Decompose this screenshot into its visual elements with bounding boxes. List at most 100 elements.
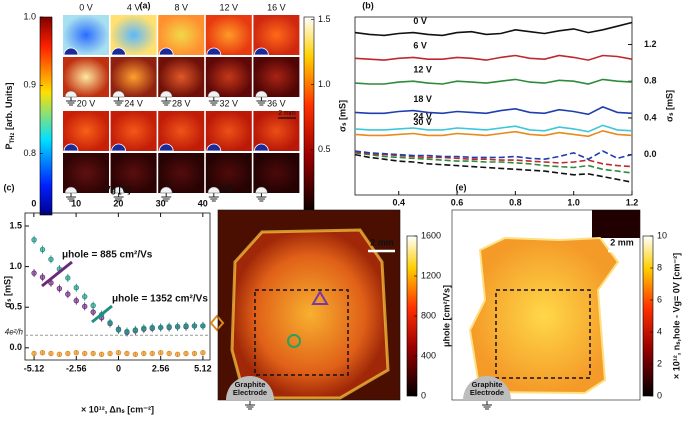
colorbar-tick-label: 0.9 [23, 80, 36, 90]
line [354, 124, 633, 133]
map-region [230, 228, 390, 400]
plot-frame [24, 212, 211, 361]
x-tick-label: 0.8 [509, 197, 522, 207]
electrode [253, 143, 269, 152]
panel-label: (b) [362, 0, 374, 10]
data-point [149, 324, 155, 331]
colorbar-label: PTHz [arb. Units] [4, 82, 15, 149]
data-point [31, 270, 37, 276]
electrode-label: Electrode [470, 388, 504, 397]
x2-tick-label: 20 [113, 198, 123, 208]
data-point [90, 309, 96, 315]
colorbar-label: μhole [cm²/Vs] [441, 285, 451, 347]
x-tick-label: 0.6 [451, 197, 464, 207]
data-point [107, 350, 113, 357]
plot-frame [451, 209, 641, 401]
colorbar-tick-label: 2 [657, 358, 662, 368]
panel-label: (e) [456, 182, 467, 192]
data-point [115, 327, 122, 333]
data-point [48, 350, 54, 357]
series-label: 30 V [413, 117, 432, 127]
electrode [206, 47, 222, 56]
data-point [157, 324, 164, 331]
x2-tick-label: 0 [31, 198, 36, 208]
y-tick-label: 0.5 [9, 302, 22, 312]
colorbar-tick-label: 1.0 [318, 79, 331, 89]
data-point [141, 325, 147, 332]
electrode [63, 143, 79, 152]
data-point [48, 256, 54, 262]
data-point [39, 349, 46, 356]
dashed-line [354, 150, 633, 161]
frame-label: 36 V [267, 98, 286, 108]
y-tick-label: 1.0 [9, 261, 22, 271]
y-tick-label: 0.4 [644, 112, 657, 122]
y-axis-label: σₛ [mS] [2, 276, 12, 308]
data-point [174, 351, 181, 358]
conductance-map-tile [63, 153, 109, 193]
colorbar-tick-label: 0.5 [318, 144, 331, 154]
dashed-line [354, 153, 633, 183]
scale-bar-label: 2 mm [370, 237, 394, 247]
panel-label: (c) [4, 182, 15, 192]
colorbar-label-sub: THz [10, 133, 16, 144]
electrode-label: Graphite [235, 380, 266, 389]
y-tick-label: 0.0 [9, 342, 22, 352]
annotation-arrow [91, 304, 113, 324]
colorbar-tick-label: 8 [657, 262, 662, 272]
data-point [73, 285, 79, 291]
map-corner [592, 210, 640, 238]
frame-label: 8 V [174, 2, 188, 12]
electrode [64, 90, 78, 98]
electrode [158, 47, 174, 56]
data-point [31, 237, 37, 243]
colorbar-label-part: P [4, 144, 14, 150]
scale-bar-label: 2 mm [610, 237, 634, 247]
y-axis-label: σₛ [mS] [664, 90, 674, 122]
electrode [111, 47, 127, 56]
data-point [174, 324, 181, 330]
dashed-line [354, 152, 633, 174]
data-point [132, 351, 139, 358]
electrode [255, 90, 268, 98]
frame-label: 0 V [79, 2, 93, 12]
conductance-map-tile [110, 57, 157, 97]
electrode [255, 186, 268, 194]
data-point [132, 327, 139, 333]
data-point [124, 328, 130, 335]
y-tick-label: 1.5 [9, 220, 22, 230]
scale-bar-label: 2 mm [278, 110, 296, 117]
marker-triangle [311, 290, 329, 305]
data-point [200, 349, 206, 356]
x2-tick-label: 40 [198, 198, 208, 208]
electrode [159, 90, 173, 98]
data-point [166, 350, 172, 357]
x-tick-label: 0.4 [392, 197, 405, 207]
y-tick-label: 0.8 [644, 76, 657, 86]
data-point [90, 302, 96, 309]
data-point [65, 350, 71, 357]
panel-label: (d) [221, 182, 233, 192]
electrode [63, 47, 79, 56]
conductance-map-tile [205, 57, 252, 97]
conductance-map-tile [63, 57, 109, 97]
colorbar-label: σₛ [mS] [337, 100, 347, 132]
series-label: 0 V [413, 16, 427, 26]
x2-tick-label: 10 [71, 198, 81, 208]
series-label: 6 V [413, 41, 427, 51]
data-point [191, 350, 198, 357]
series-label: 12 V [413, 65, 432, 75]
x2-tick-label: 30 [156, 198, 166, 208]
data-point [56, 351, 63, 358]
plot-frame [354, 16, 633, 196]
data-point [115, 349, 122, 356]
data-point [31, 350, 37, 357]
data-point [183, 350, 189, 357]
annotation-arrow [41, 260, 73, 288]
electrode [253, 47, 269, 56]
conductance-map-tile [205, 153, 252, 193]
data-point [65, 275, 71, 281]
x-tick-label: 1.0 [567, 197, 580, 207]
x-tick-label: 0 [116, 363, 121, 373]
panel-label: (a) [140, 0, 151, 10]
